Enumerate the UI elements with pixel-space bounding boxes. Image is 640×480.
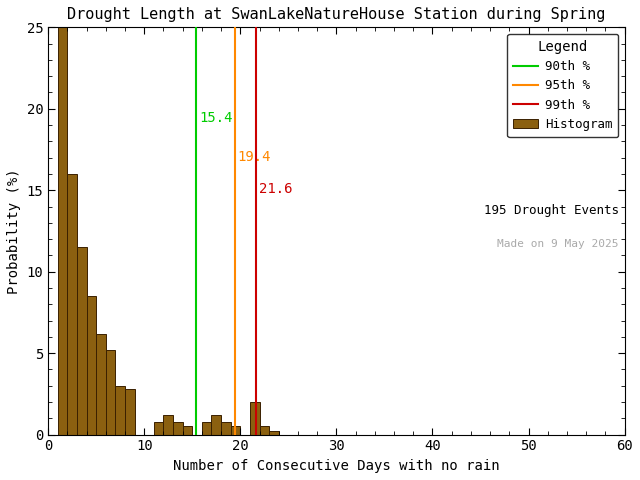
Bar (230, 427, 240, 434)
Bar (182, 427, 192, 434)
Bar (154, 421, 163, 434)
Bar (96, 334, 106, 434)
Bar (173, 421, 182, 434)
Legend: 90th %, 95th %, 99th %, Histogram: 90th %, 95th %, 99th %, Histogram (507, 34, 618, 137)
Text: 15.4: 15.4 (199, 111, 232, 125)
Bar (67, 174, 77, 434)
Title: Drought Length at SwanLakeNatureHouse Station during Spring: Drought Length at SwanLakeNatureHouse St… (67, 7, 605, 22)
Bar (202, 421, 211, 434)
Bar (259, 427, 269, 434)
Bar (125, 389, 134, 434)
Bar (250, 402, 259, 434)
Text: 195 Drought Events: 195 Drought Events (484, 204, 619, 217)
Text: 19.4: 19.4 (237, 150, 271, 164)
Bar (106, 350, 115, 434)
Y-axis label: Probability (%): Probability (%) (7, 168, 21, 294)
Bar (86, 296, 96, 434)
Bar (269, 432, 279, 434)
Bar (163, 415, 173, 434)
Bar (115, 386, 125, 434)
Bar (77, 247, 86, 434)
Bar (221, 421, 230, 434)
Text: 21.6: 21.6 (259, 182, 292, 196)
Bar (211, 415, 221, 434)
X-axis label: Number of Consecutive Days with no rain: Number of Consecutive Days with no rain (173, 459, 500, 473)
Text: Made on 9 May 2025: Made on 9 May 2025 (497, 239, 619, 249)
Bar (58, 27, 67, 434)
